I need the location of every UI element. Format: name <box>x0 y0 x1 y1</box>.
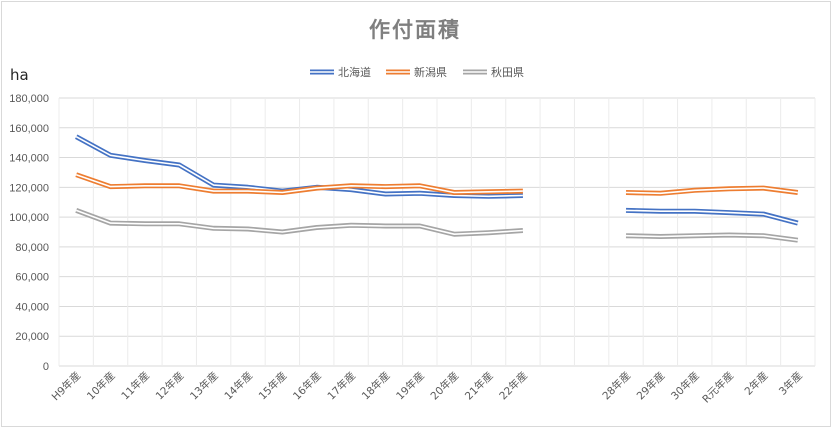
series-line-inner-2 <box>75 209 523 235</box>
x-tick-label: 11年産 <box>119 369 152 402</box>
x-tick-label: 20年産 <box>428 369 461 402</box>
y-tick-label: 140,000 <box>9 153 49 165</box>
x-tick-label: 10年産 <box>84 369 117 402</box>
y-tick-label: 20,000 <box>15 331 49 343</box>
series-line-inner-0 <box>625 209 799 224</box>
x-tick-label: 15年産 <box>256 369 289 402</box>
x-tick-label: 29年産 <box>634 369 667 402</box>
x-tick-label: 16年産 <box>290 369 323 402</box>
x-tick-label: 3年産 <box>776 369 805 398</box>
y-tick-label: 180,000 <box>9 93 49 105</box>
y-tick-label: 80,000 <box>15 242 49 254</box>
x-tick-label: 14年産 <box>222 369 255 402</box>
y-axis-ticks: 0 20,000 40,000 60,000 80,000 100,000 120,000 1… <box>9 93 49 373</box>
x-axis-ticks: H9年産 10年産 11年産 12年産 13年産 14年産 15年産 16年産 17年産 18年産… <box>49 369 805 406</box>
y-tick-label: 60,000 <box>15 272 49 284</box>
y-tick-label: 120,000 <box>9 182 49 194</box>
x-tick-label: 28年産 <box>600 369 633 402</box>
grid-lines <box>58 97 816 367</box>
x-tick-label: 21年産 <box>462 369 495 402</box>
legend-label: 北海道 <box>338 65 371 79</box>
series-lines <box>75 134 799 243</box>
x-tick-label: 17年産 <box>325 369 358 402</box>
y-tick-label: 100,000 <box>9 212 49 224</box>
legend: 北海道 新潟県 秋田県 <box>310 65 524 79</box>
series-line-inner-2 <box>625 234 798 241</box>
x-tick-label: 12年産 <box>153 369 186 402</box>
y-tick-label: 0 <box>43 361 49 373</box>
y-tick-label: 40,000 <box>15 301 49 313</box>
chart-title: 作付面積 <box>369 18 461 42</box>
legend-label: 秋田県 <box>491 65 524 79</box>
x-tick-label: 19年産 <box>393 369 426 402</box>
y-axis-unit-label: ha <box>10 66 29 84</box>
series-line-inner-1 <box>75 173 523 194</box>
x-tick-label: 13年産 <box>187 369 220 402</box>
legend-label: 新潟県 <box>414 65 447 79</box>
x-tick-label: R元年産 <box>700 369 737 406</box>
x-tick-label: 2年産 <box>742 369 771 398</box>
x-tick-label: 18年産 <box>359 369 392 402</box>
x-tick-label: H9年産 <box>49 369 83 403</box>
x-tick-label: 30年産 <box>668 369 701 402</box>
series-line-inner-1 <box>625 187 798 195</box>
y-tick-label: 160,000 <box>9 123 49 135</box>
x-tick-label: 22年産 <box>497 369 530 402</box>
